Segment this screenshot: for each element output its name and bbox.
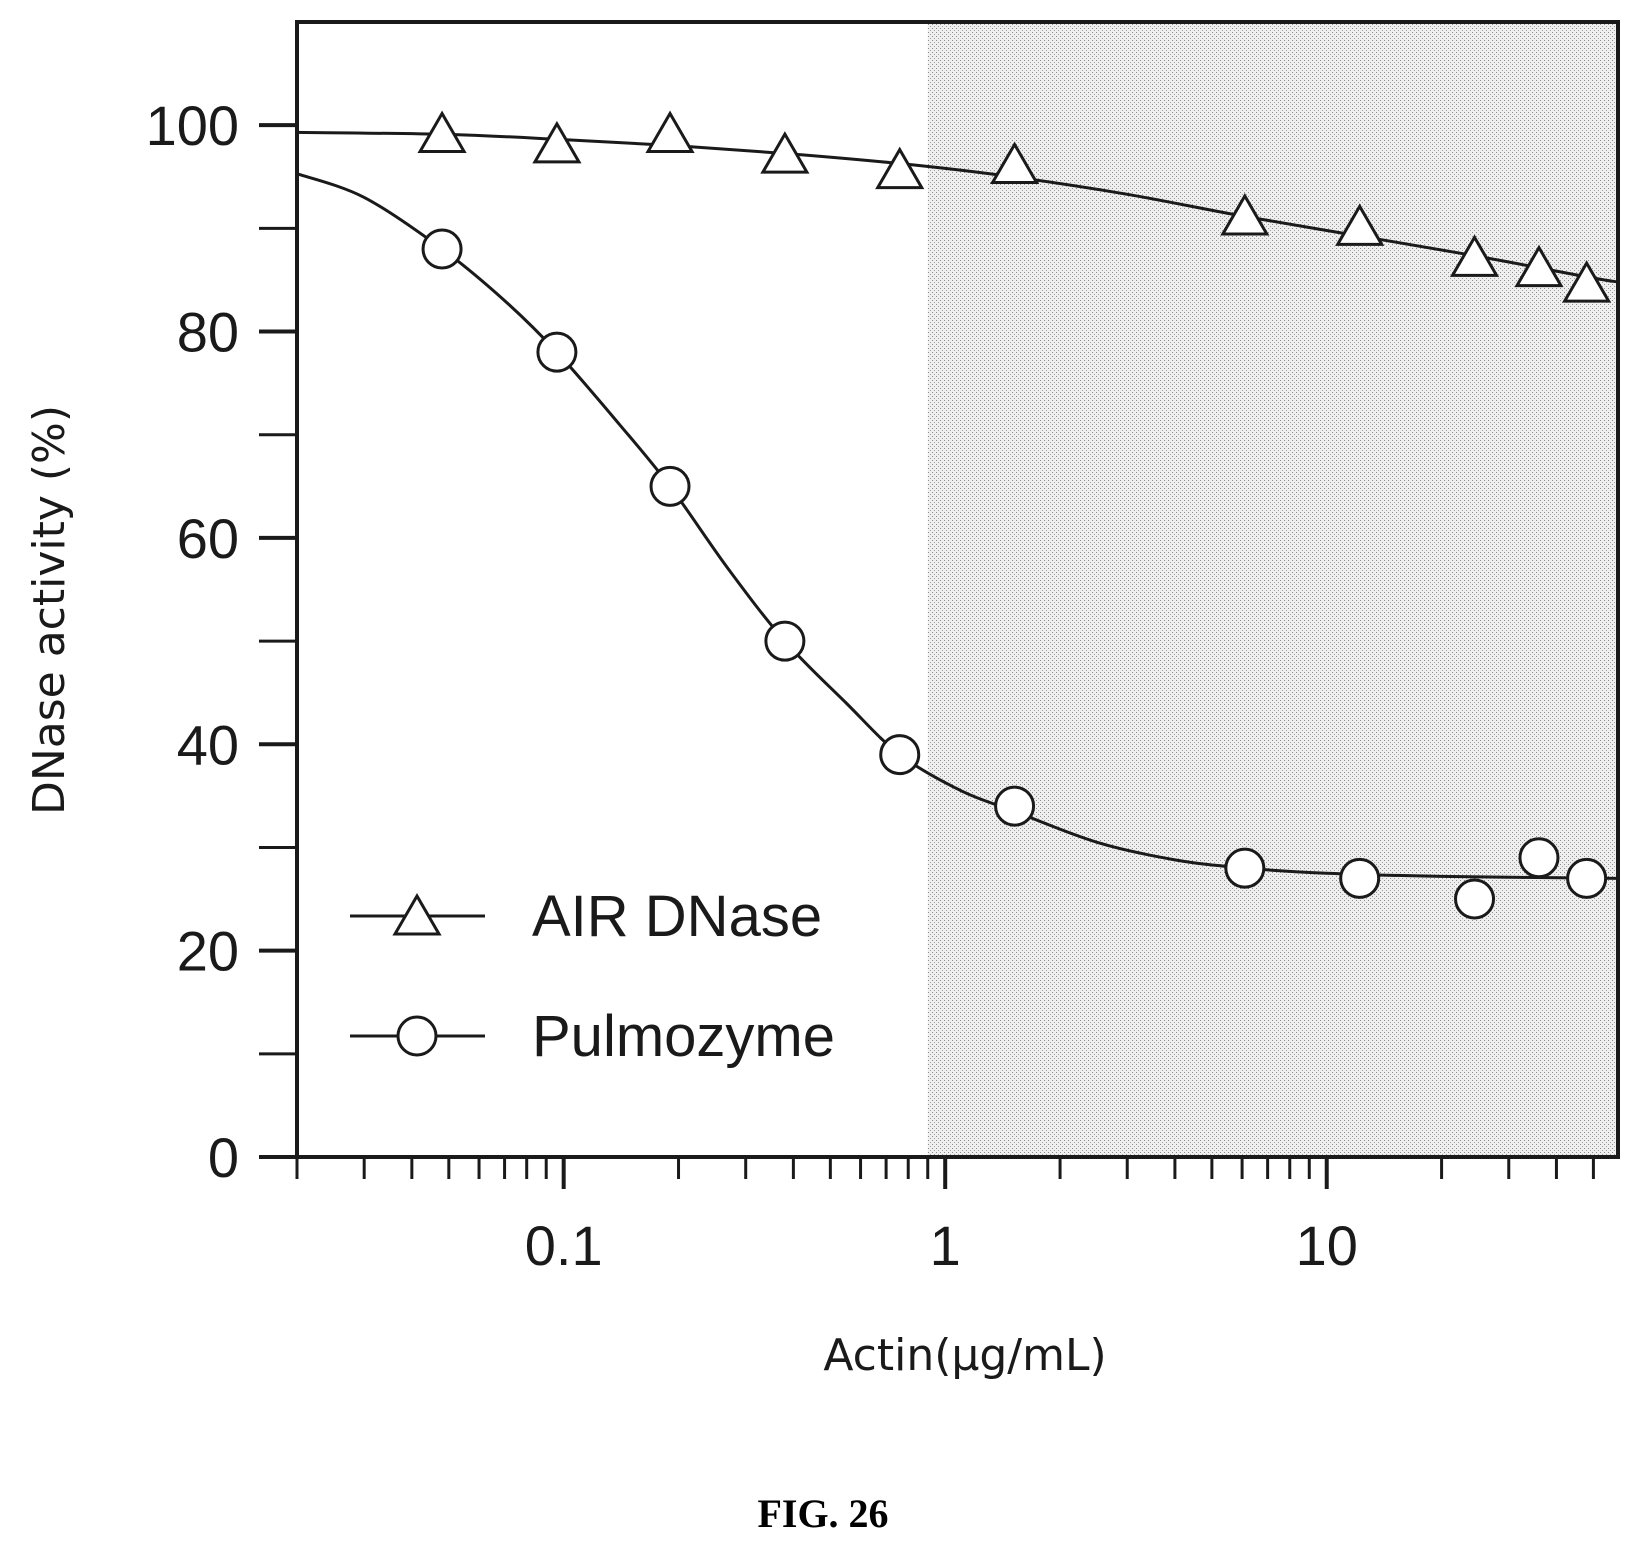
y-tick-label: 0: [208, 1126, 239, 1189]
air-dnase-point: [875, 146, 925, 190]
pulmozyme-point: [1224, 847, 1266, 889]
air-dnase-point: [1335, 203, 1385, 246]
air-dnase-point: [1220, 193, 1270, 236]
pulmozyme-point: [536, 331, 578, 373]
legend-triangle-marker: [392, 893, 442, 936]
data-markers: [417, 110, 1612, 920]
pulmozyme-point: [1454, 878, 1496, 920]
y-tick-label: 60: [177, 507, 239, 570]
y-tick-label: 40: [177, 713, 239, 776]
air-dnase-point: [760, 131, 810, 174]
air-dnase-point: [645, 110, 695, 153]
pulmozyme-point: [421, 228, 463, 270]
shaded-region: [927, 22, 1618, 1157]
air-dnase-point: [1562, 260, 1612, 303]
plot-frame: [295, 20, 1620, 1159]
y-tick-label: 100: [146, 94, 239, 157]
air-dnase-point: [989, 141, 1040, 184]
pulmozyme-point: [879, 734, 921, 776]
pulmozyme-point: [1566, 857, 1608, 899]
legend-label-air-dnase: AIR DNase: [532, 884, 822, 949]
legend-label-pulmozyme: Pulmozyme: [532, 1004, 835, 1069]
x-axis-ticks: 0.1 1 10: [295, 1157, 1595, 1277]
y-tick-label: 80: [177, 301, 239, 364]
air-dnase-point: [532, 120, 582, 164]
air-dnase-point: [1449, 234, 1500, 277]
pulmozyme-point: [764, 620, 806, 662]
pulmozyme-point: [1518, 837, 1560, 879]
x-tick-label: 0.1: [525, 1214, 603, 1277]
x-tick-label: 1: [930, 1214, 961, 1277]
pulmozyme-point: [994, 785, 1036, 827]
pulmozyme-point: [1339, 857, 1381, 899]
pulmozyme-point: [649, 465, 691, 507]
x-axis-title: Actin(µg/mL): [823, 1330, 1106, 1381]
air-dnase-point: [417, 110, 467, 153]
x-tick-label: 10: [1296, 1214, 1358, 1277]
legend: AIR DNase Pulmozyme: [350, 884, 835, 1069]
pulmozyme-fit-line: [296, 172, 1619, 880]
air-dnase-point: [1514, 244, 1564, 288]
y-tick-label: 20: [177, 920, 239, 983]
y-axis-title: DNase activity (%): [24, 405, 75, 815]
y-axis-ticks: 0 20 40 60 80 100: [146, 94, 297, 1189]
figure-caption: FIG. 26: [757, 1491, 888, 1536]
legend-circle-marker: [396, 1015, 438, 1057]
